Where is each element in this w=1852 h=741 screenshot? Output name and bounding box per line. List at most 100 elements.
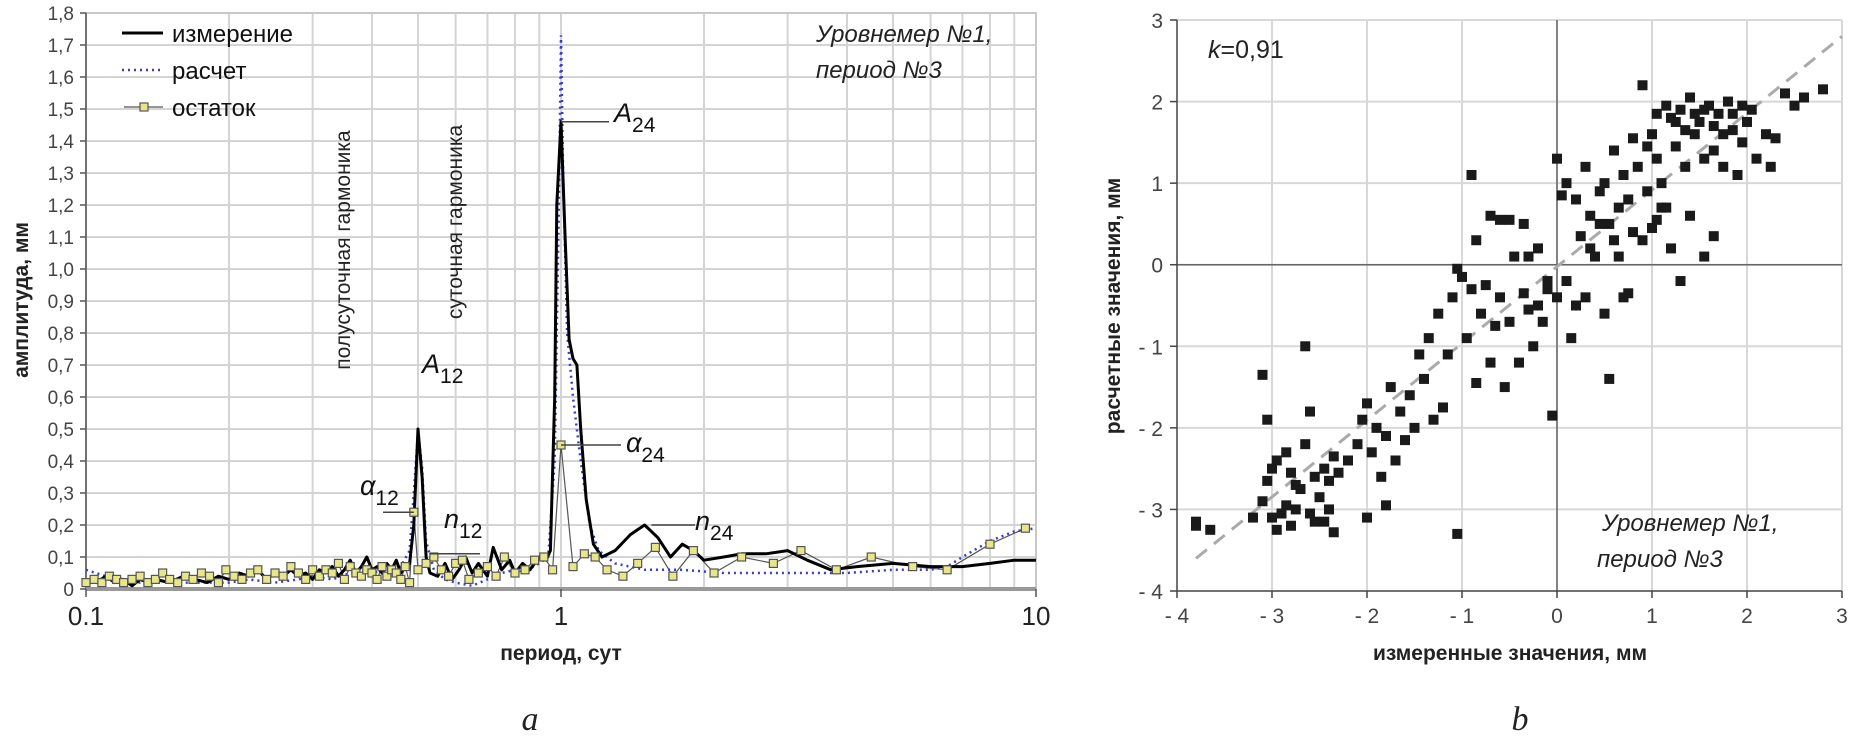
scatter-point [1761,129,1771,140]
scatter-point [1267,512,1277,523]
scatter-point [1613,251,1624,262]
y-tick-label: 1,1 [48,228,74,249]
series-ostatok-marker [396,574,406,585]
scatter-point [1352,439,1363,450]
scatter-point [1390,455,1401,466]
scatter-point [1694,116,1705,127]
annotation-label: α12 [360,471,399,510]
x-tick-label: 0 [1551,605,1563,628]
series-ostatok-marker [180,571,191,581]
series-ostatok-marker [143,577,153,588]
scatter-point [1319,463,1330,474]
chart-b-note-line1: Уровнемер №1, [1601,510,1778,537]
scatter-point [1300,439,1311,450]
scatter-point [1637,80,1648,91]
scatter-point [1447,292,1458,303]
scatter-point [1366,447,1377,458]
scatter-point [1580,161,1591,172]
series-ostatok-marker [377,561,387,572]
scatter-point [1751,153,1762,164]
y-tick-label: 2 [1151,92,1163,115]
scatter-point [1542,276,1553,287]
scatter-point [1647,223,1657,234]
series-ostatok-marker [345,561,355,572]
y-tick-label: 0,3 [48,484,74,505]
scatter-point [1305,508,1315,519]
series-ostatok-marker [327,568,337,578]
scatter-point [1799,92,1809,103]
scatter-point [1457,271,1467,282]
series-ostatok-marker [668,571,678,581]
scatter-point [1651,214,1662,225]
chart-b-coefficient: k=0,91 [1208,36,1284,64]
y-tick-label: - 1 [1138,336,1163,359]
scatter-point [1651,153,1662,164]
scatter-point [1742,116,1752,127]
series-ostatok-marker [308,565,318,575]
scatter-point [1542,284,1553,295]
y-tick-label: 1,3 [48,164,74,185]
scatter-point [1594,186,1605,197]
scatter-point [1281,447,1292,458]
scatter-point [1656,178,1667,189]
series-ostatok-marker [413,565,423,575]
vertical-label-harmonic: суточная гармоника [444,125,467,320]
y-tick-label: 3 [1151,10,1163,33]
scatter-point [1618,169,1629,180]
scatter-point [1466,284,1477,295]
scatter-point [1314,492,1325,503]
y-tick-label: 1,5 [48,100,74,121]
scatter-point [1528,341,1539,352]
y-tick-label: 1,6 [48,68,74,89]
annotation-label: n12 [444,504,482,543]
series-ostatok-marker [404,577,415,588]
chart-b-note-line2: период №3 [1597,546,1724,573]
scatter-point [1533,243,1543,254]
scatter-point [1651,108,1662,119]
scatter-point [1309,471,1320,482]
series-ostatok-marker [253,565,263,575]
series-ostatok-marker [89,574,99,585]
x-tick-label: 0.1 [68,601,104,631]
series-ostatok-marker [188,574,198,585]
scatter-point [1523,304,1534,315]
chart-b-grid [1177,19,1843,591]
scatter-point [1727,125,1738,136]
scatter-point [1490,320,1501,331]
x-tick-label: 1 [1646,605,1658,628]
legend-marker-ostatok [139,102,149,112]
scatter-point [1632,161,1643,172]
series-ostatok-marker [293,568,304,578]
scatter-point [1452,263,1463,274]
series-ostatok-marker [633,558,643,569]
scatter-point [1689,108,1700,119]
scatter-point [1780,88,1790,99]
scatter-point [1333,467,1344,478]
scatter-point [1670,141,1681,152]
scatter-point [1604,218,1615,229]
series-ostatok-marker [464,574,474,585]
scatter-point [1675,276,1686,287]
scatter-point [1362,512,1372,523]
x-tick-label: - 1 [1450,605,1475,628]
scatter-point [1585,243,1596,254]
legend-label: расчет [172,58,246,85]
scatter-point [1514,357,1524,368]
scatter-point [1727,108,1738,119]
y-tick-label: 1 [1151,173,1163,196]
y-tick-label: 0,2 [48,516,74,537]
scatter-point [1556,190,1567,201]
y-tick-label: 0,8 [48,324,74,345]
scatter-point [1566,333,1577,344]
x-tick-label: 1 [554,601,568,631]
scatter-point [1328,527,1339,538]
series-ostatok-marker [688,545,699,556]
scatter-point [1281,500,1292,511]
chart-a-xlabel: период, сут [500,642,622,665]
scatter-point [1305,406,1315,417]
scatter-point [1395,406,1406,417]
series-ostatok-marker [429,552,439,562]
y-tick-label: 0,5 [48,420,74,441]
series-ostatok-marker [457,555,467,565]
scatter-point [1476,308,1486,319]
